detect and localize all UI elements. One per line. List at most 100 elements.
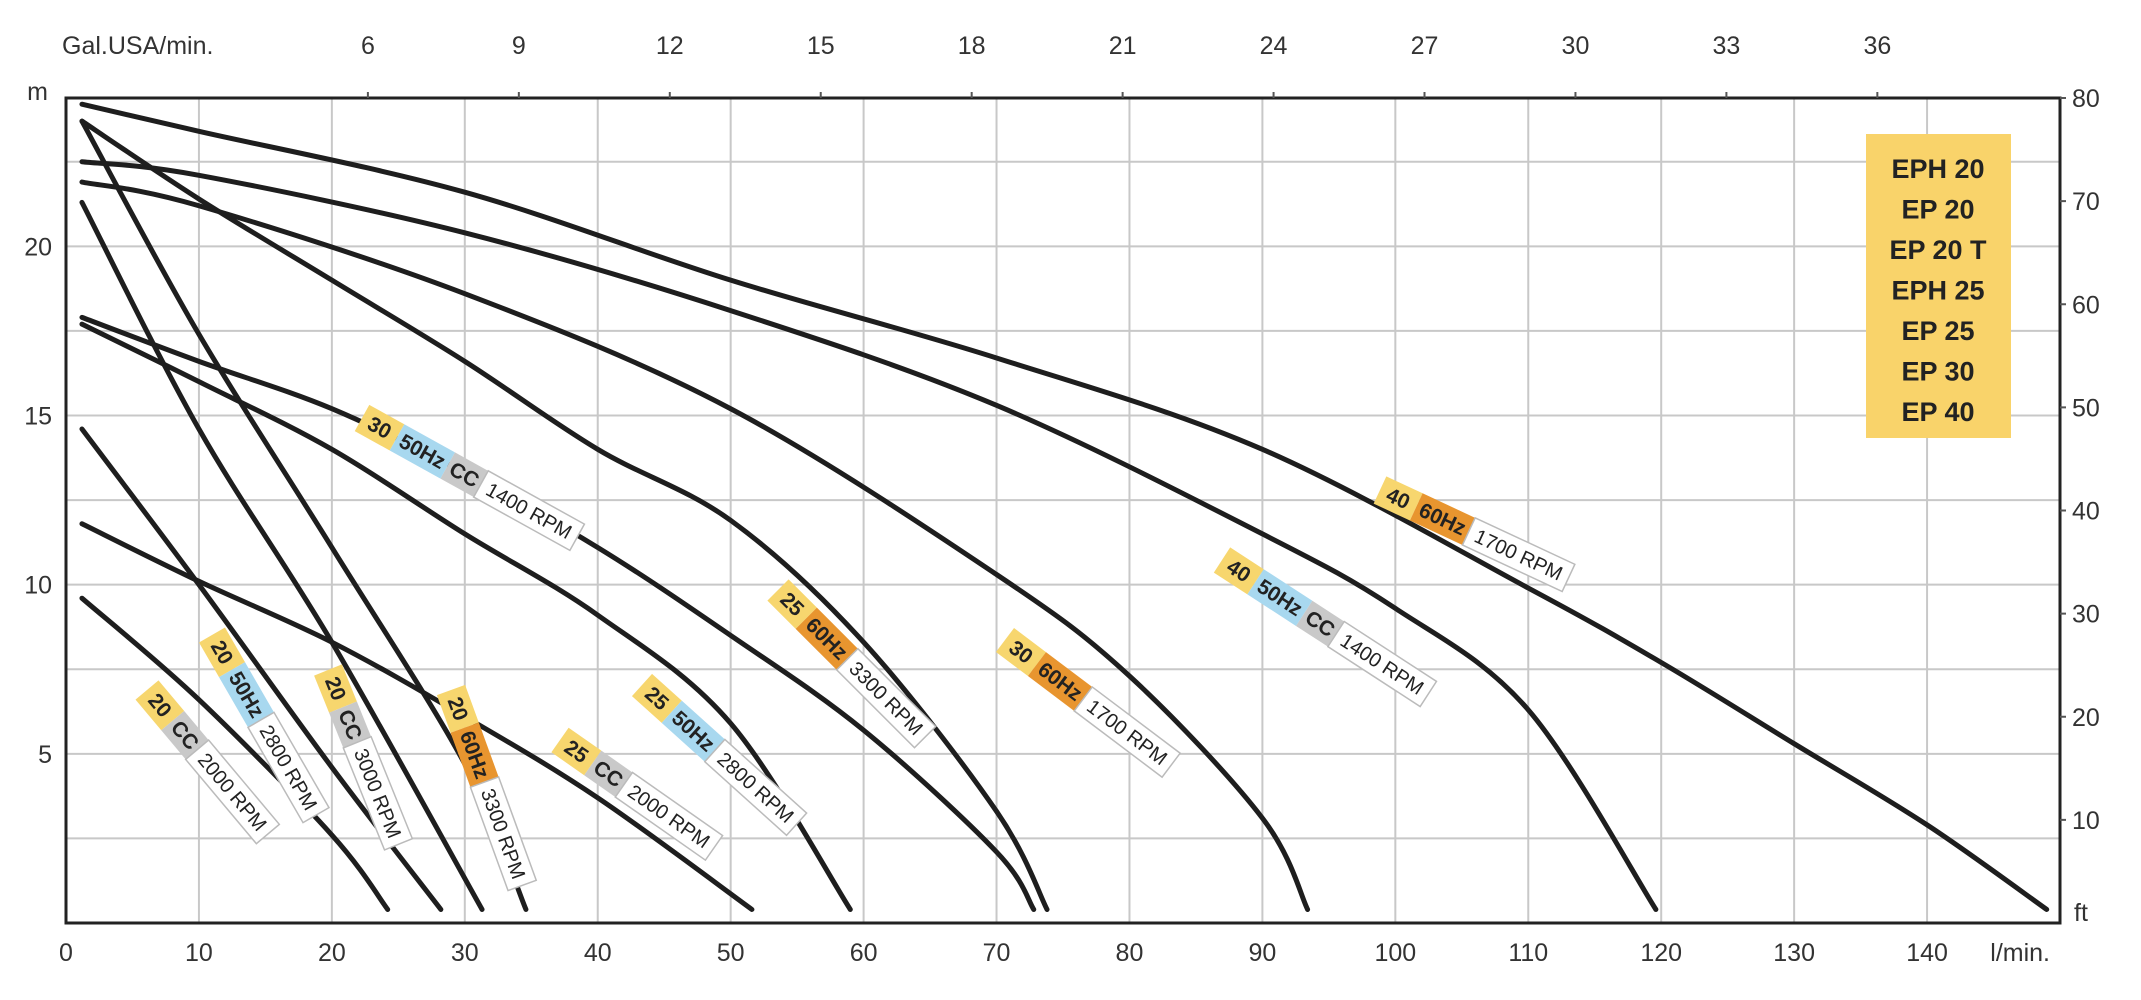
y2-axis-label: ft (2074, 899, 2088, 927)
x-tick-label: 30 (451, 939, 479, 967)
legend-item: EP 40 (1901, 397, 1974, 427)
badge-segment (161, 710, 209, 760)
curve-25-60Hz-3300rpm (79, 118, 1050, 912)
y-tick-label: 15 (24, 402, 52, 430)
y2-tick-label: 50 (2072, 394, 2100, 422)
x-tick-label: 60 (850, 939, 878, 967)
y2-tick-label: 70 (2072, 188, 2100, 216)
badge-segment (342, 735, 414, 851)
x2-tick-label: 21 (1109, 32, 1137, 60)
legend-item: EPH 25 (1891, 276, 1984, 306)
x2-tick-label: 33 (1712, 32, 1740, 60)
badge-segment (199, 627, 245, 678)
x-tick-label: 40 (584, 939, 612, 967)
x-tick-label: 10 (185, 939, 213, 967)
x2-axis-label: Gal.USA/min. (62, 32, 213, 60)
x2-tick-label: 9 (512, 32, 526, 60)
badge-segment (1247, 569, 1313, 626)
badge-segment (389, 424, 455, 479)
badge-segment (135, 680, 185, 731)
legend-item: EP 20 T (1889, 235, 1987, 265)
y-tick-label: 10 (24, 572, 52, 600)
x2-tick-label: 6 (361, 32, 375, 60)
badge-segment (354, 404, 405, 451)
badge-segment (1461, 516, 1576, 593)
curve-30-50Hz-1400rpm (79, 314, 1037, 912)
x-tick-label: 90 (1248, 939, 1276, 967)
x-tick-label: 120 (1640, 939, 1682, 967)
badge-segment (184, 739, 281, 845)
y2-tick-label: 60 (2072, 291, 2100, 319)
legend-item: EP 20 (1901, 195, 1974, 225)
badge-segment (246, 711, 331, 824)
y-axis-label: m (27, 78, 48, 106)
x-tick-label: 0 (59, 939, 73, 967)
badge-segment (436, 684, 479, 733)
x-tick-label: 70 (983, 939, 1011, 967)
badge-segment (472, 469, 586, 552)
x-axis-label: l/min. (1990, 939, 2050, 967)
badge-text: 2000 RPM (193, 749, 271, 836)
badge-text: 1700 RPM (1082, 696, 1171, 770)
axes: 0 10 20 30 40 50 60 70 80 90 100 110 120 130 140 l/min.… (24, 32, 2100, 967)
badge-segment (1027, 652, 1093, 711)
badge-segment (767, 579, 817, 629)
legend-item: EPH 20 (1891, 154, 1984, 184)
x2-tick-label: 36 (1863, 32, 1891, 60)
badge-segment (450, 722, 499, 788)
legend-item: EP 25 (1901, 316, 1974, 346)
badge-segment (584, 750, 633, 798)
badge-segment (795, 607, 858, 670)
x-tick-label: 80 (1116, 939, 1144, 967)
curves (79, 101, 2050, 912)
x2-tick-label: 27 (1411, 32, 1439, 60)
legend-box (1866, 134, 2011, 438)
badge-segment (219, 662, 274, 728)
badge-segment (1409, 493, 1476, 546)
badge-segment (614, 771, 724, 862)
curve-40-60Hz-1700rpm (79, 101, 2050, 912)
y2-tick-label: 40 (2072, 498, 2100, 526)
badge-segment (1373, 476, 1423, 521)
badge-segment (440, 452, 489, 498)
badge-segment (1213, 547, 1264, 595)
badge-segment (631, 673, 682, 723)
badge-segment (314, 664, 357, 713)
x2-tick-label: 12 (656, 32, 684, 60)
badge-segment (995, 628, 1046, 677)
badge-text: 2800 RPM (713, 748, 798, 828)
badge-text: 2000 RPM (623, 781, 713, 853)
y2-tick-label: 20 (2072, 704, 2100, 732)
x-tick-label: 130 (1773, 939, 1815, 967)
curve-30-60Hz-1700rpm (79, 179, 1311, 912)
y-tick-label: 5 (38, 741, 52, 769)
curve-25-50Hz-2800rpm (79, 321, 853, 912)
y2-tick-label: 80 (2072, 85, 2100, 113)
x-tick-label: 100 (1374, 939, 1416, 967)
badge-segment (661, 700, 725, 762)
x2-tick-label: 18 (958, 32, 986, 60)
y-tick-label: 20 (24, 233, 52, 261)
x-tick-label: 20 (318, 939, 346, 967)
x-tick-label: 140 (1906, 939, 1948, 967)
curve-20-CC-3000rpm (79, 199, 485, 912)
curve-20-CC-2000rpm (79, 595, 391, 912)
badge-segment (1296, 600, 1345, 647)
badge-segment (1073, 685, 1182, 779)
y2-tick-label: 10 (2072, 807, 2100, 835)
y2-tick-label: 30 (2072, 601, 2100, 629)
x2-tick-label: 15 (807, 32, 835, 60)
x2-tick-label: 24 (1260, 32, 1288, 60)
curve-40-50Hz-1400rpm (79, 159, 1659, 912)
badge-segment (703, 738, 808, 837)
badge-segment (1326, 620, 1438, 708)
x-tick-label: 110 (1508, 939, 1548, 967)
x2-tick-label: 30 (1562, 32, 1590, 60)
